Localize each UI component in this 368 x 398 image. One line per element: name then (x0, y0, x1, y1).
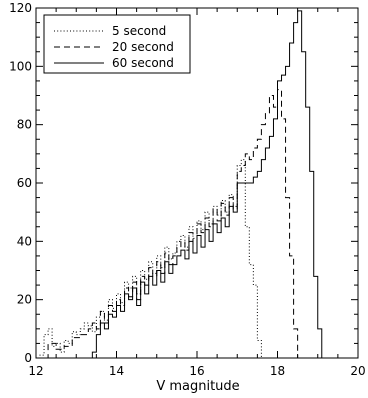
y-tick-label: 0 (24, 351, 32, 365)
legend: 5 second 20 second 60 second (43, 14, 191, 74)
series-solid-line (88, 10, 326, 359)
legend-label: 5 second (112, 24, 166, 38)
x-tick-label: 16 (189, 364, 204, 378)
series-dotted-line (36, 159, 266, 359)
x-tick-label: 20 (350, 364, 365, 378)
y-tick-label: 100 (9, 59, 32, 73)
y-tick-label: 20 (17, 293, 32, 307)
x-tick-label: 12 (28, 364, 43, 378)
series-dashed-line (36, 89, 302, 359)
y-tick-label: 120 (9, 1, 32, 15)
x-axis-label: V magnitude (156, 379, 239, 394)
y-tick-label: 60 (17, 176, 32, 190)
y-tick-label: 80 (17, 118, 32, 132)
series-layer (36, 10, 326, 359)
x-tick-label: 14 (109, 364, 124, 378)
x-tick-label: 18 (270, 364, 285, 378)
legend-label: 20 second (112, 40, 174, 54)
legend-label: 60 second (112, 56, 174, 70)
y-tick-label: 40 (17, 234, 32, 248)
axis-ticks: 12 14 16 18 20 0 20 40 60 80 100 120 (9, 1, 366, 378)
